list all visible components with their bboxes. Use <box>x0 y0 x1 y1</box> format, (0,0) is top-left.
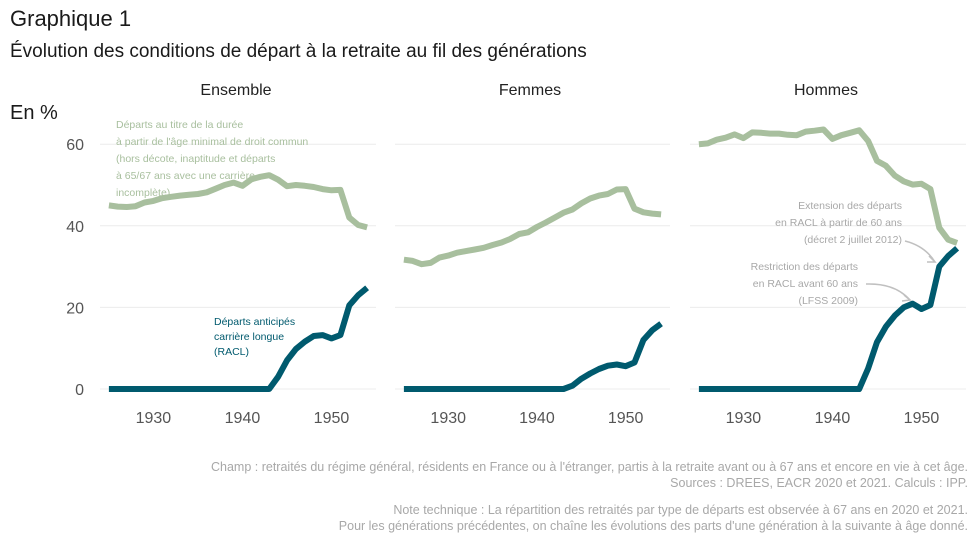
annotation-restriction-line-2: en RACL avant 60 ans <box>753 278 858 290</box>
chart-title: Graphique 1 <box>10 6 132 31</box>
footnote-note-technique: Note technique : La répartition des retr… <box>393 503 968 517</box>
x-tick-label-ensemble-1940: 1940 <box>225 410 261 427</box>
footnote-champ: Champ : retraités du régime général, rés… <box>211 460 968 474</box>
annotation-racl-line-2: carrière longue <box>214 331 284 343</box>
x-tick-label-hommes-1930: 1930 <box>726 410 762 427</box>
series-line-racl-hommes <box>698 245 960 392</box>
y-axis-unit: En % <box>10 102 58 124</box>
series-line-duree-hommes <box>698 126 959 246</box>
y-tick-label-60: 60 <box>66 137 84 154</box>
x-tick-label-hommes-1950: 1950 <box>904 410 940 427</box>
footnote-sources: Sources : DREES, EACR 2020 et 2021. Calc… <box>670 476 968 490</box>
y-tick-label-40: 40 <box>66 219 84 236</box>
x-tick-label-ensemble-1930: 1930 <box>136 410 172 427</box>
arrowhead-restriction <box>901 294 912 302</box>
x-tick-label-femmes-1950: 1950 <box>608 410 644 427</box>
arrow-restriction <box>865 283 911 301</box>
chart-subtitle: Évolution des conditions de départ à la … <box>10 41 587 62</box>
annotation-extension-line-2: en RACL à partir de 60 ans <box>775 217 902 229</box>
y-tick-label-0: 0 <box>75 382 84 399</box>
series-line-duree-ensemble <box>108 172 368 231</box>
annotation-duree-line-3: (hors décote, inaptitude et départs <box>116 153 275 165</box>
x-tick-label-femmes-1940: 1940 <box>519 410 555 427</box>
annotation-duree-line-2: à partir de l'âge minimal de droit commu… <box>116 136 308 148</box>
arrow-extension <box>904 240 936 263</box>
annotation-restriction-line-3: (LFSS 2009) <box>798 295 858 307</box>
x-tick-label-ensemble-1950: 1950 <box>314 410 350 427</box>
panel-title-hommes: Hommes <box>793 82 858 99</box>
annotation-extension-line-1: Extension des départs <box>798 200 902 212</box>
series-line-racl-femmes <box>403 321 663 392</box>
annotation-restriction-line-1: Restriction des départs <box>751 261 858 273</box>
annotation-duree-line-1: Départs au titre de la durée <box>116 119 243 131</box>
annotation-racl-line-1: Départs anticipés <box>214 316 295 328</box>
series-line-duree-femmes <box>403 186 662 268</box>
annotation-extension-line-3: (décret 2 juillet 2012) <box>804 234 902 246</box>
panel-title-femmes: Femmes <box>498 82 562 99</box>
x-tick-label-femmes-1930: 1930 <box>430 410 466 427</box>
footnote-note-chaine: Pour les générations précédentes, on cha… <box>338 519 968 533</box>
annotation-duree-line-5: incomplète) <box>116 187 170 199</box>
arrowhead-extension <box>927 255 937 263</box>
series-line-racl-ensemble <box>108 285 370 392</box>
annotation-duree-line-4: à 65/67 ans avec une carrière <box>116 170 255 182</box>
y-tick-label-20: 20 <box>66 300 84 317</box>
x-tick-label-hommes-1940: 1940 <box>815 410 851 427</box>
panel-title-ensemble: Ensemble <box>200 82 272 99</box>
annotation-racl-line-3: (RACL) <box>214 346 249 358</box>
